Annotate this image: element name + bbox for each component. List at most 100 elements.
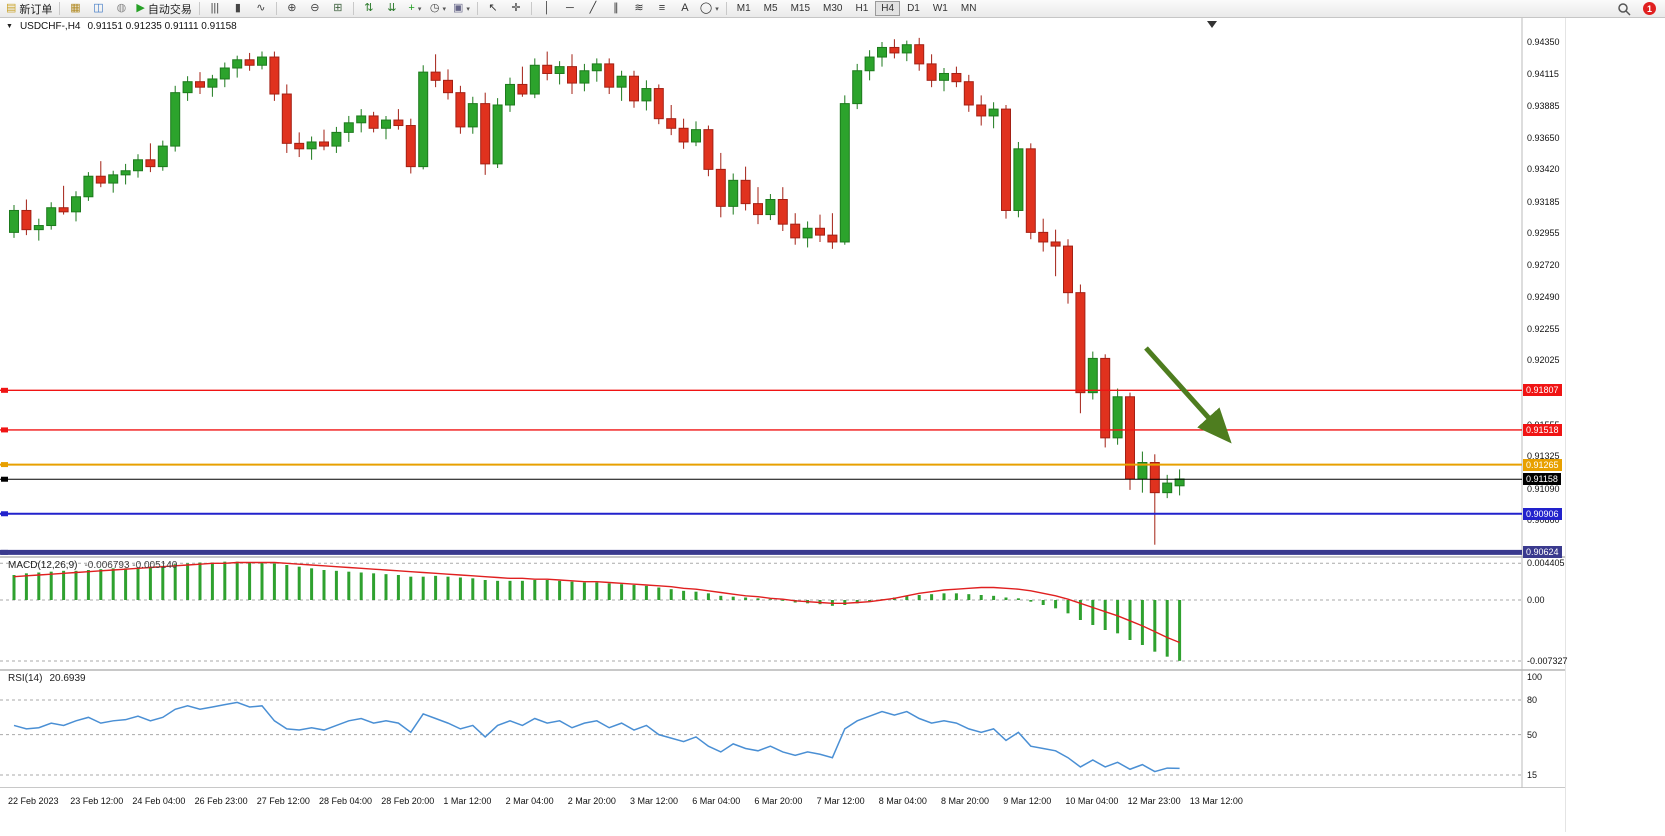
candle xyxy=(901,44,912,54)
price-axis-label: 0.92255 xyxy=(1527,323,1560,334)
shapes-button[interactable]: ◯ ▾ xyxy=(697,1,722,17)
price-axis-label: 0.90860 xyxy=(1527,515,1560,526)
support-line-blue-handle[interactable] xyxy=(1,511,8,517)
market-icon: ◍ xyxy=(116,2,127,14)
resistance-line-2-handle[interactable] xyxy=(1,427,8,433)
chart-shift-marker[interactable] xyxy=(1207,21,1217,28)
symbol-dropdown-icon[interactable]: ▼ xyxy=(6,23,13,30)
add-indicator-button[interactable]: + ▾ xyxy=(404,1,426,17)
rsi-axis-label: 100 xyxy=(1527,672,1543,682)
tile-windows-button[interactable]: ⊞ xyxy=(327,1,349,17)
candle xyxy=(777,199,788,225)
support-line-gold-handle[interactable] xyxy=(1,462,8,468)
template-button[interactable]: ▣ ▾ xyxy=(450,1,473,17)
horizontal-line-button[interactable]: ─ xyxy=(559,1,581,17)
zoom-out-button[interactable]: ⊖ xyxy=(304,1,326,17)
period-button[interactable]: ◷ ▾ xyxy=(427,1,449,17)
time-axis-label: 3 Mar 12:00 xyxy=(630,796,679,806)
support-line-navy-price-tag[interactable]: 0.90624 xyxy=(1523,546,1562,559)
time-axis-label: 7 Mar 12:00 xyxy=(816,796,865,806)
auto-trading-button[interactable]: ▶ 自动交易 xyxy=(133,1,194,17)
horizontal-line-icon: ─ xyxy=(566,2,574,14)
levels-button[interactable]: ≡ xyxy=(651,1,673,17)
line-type-button[interactable]: ∿ xyxy=(250,1,272,17)
support-line-blue-price-tag[interactable]: 0.90906 xyxy=(1523,507,1562,520)
time-axis-label: 1 Mar 12:00 xyxy=(443,796,492,806)
resistance-line-2-price-tag[interactable]: 0.91518 xyxy=(1523,423,1562,436)
support-line-navy-handle[interactable] xyxy=(1,549,8,555)
timeframe-button-d1[interactable]: D1 xyxy=(907,3,920,14)
candle xyxy=(108,174,119,184)
timeframe-button-w1[interactable]: W1 xyxy=(932,3,948,14)
rsi-axis-label: 50 xyxy=(1527,729,1538,740)
timeframe-button-h1[interactable]: H1 xyxy=(855,3,869,14)
time-axis-label: 28 Feb 20:00 xyxy=(381,796,435,806)
candle xyxy=(1025,148,1036,233)
candle xyxy=(914,44,925,65)
resistance-line-1-handle[interactable] xyxy=(1,387,8,393)
text-button[interactable]: A xyxy=(674,1,696,17)
time-axis-label: 8 Mar 20:00 xyxy=(941,796,990,806)
timeframe-button-h4[interactable]: H4 xyxy=(875,1,901,16)
price-axis-label: 0.91325 xyxy=(1527,451,1560,462)
support-line-gold-price-tag[interactable]: 0.91265 xyxy=(1523,458,1562,471)
candle xyxy=(195,81,205,88)
candle xyxy=(356,115,367,124)
timeframe-button-mn[interactable]: MN xyxy=(960,3,977,14)
candle xyxy=(1112,396,1123,439)
vertical-line-button[interactable]: │ xyxy=(536,1,558,17)
notification-badge[interactable]: 1 xyxy=(1643,2,1656,15)
fibonacci-icon: ≋ xyxy=(634,2,644,14)
current-price-line-price-tag[interactable]: 0.91158 xyxy=(1523,473,1561,486)
macd-axis-label: -0.007327 xyxy=(1527,656,1568,667)
vertical-line-icon: │ xyxy=(543,2,551,14)
search-icon[interactable] xyxy=(1617,2,1631,16)
price-axis-label: 0.92490 xyxy=(1527,291,1560,302)
shapes-icon: ◯ xyxy=(699,2,713,14)
rsi-current-value: 20.6939 xyxy=(49,673,86,684)
arrange-up-button[interactable]: ⇅ xyxy=(358,1,380,17)
candles-type-button[interactable]: ▮ xyxy=(227,1,249,17)
cursor-button[interactable]: ↖ xyxy=(482,1,504,17)
candle xyxy=(170,92,181,147)
channel-icon: ∥ xyxy=(613,2,619,14)
toolbar: ▤ 新订单 ▦ ◫ ◍ ▶ 自动交易 ||| ▮ ∿ ⊕ ⊖ ⊞ ⇅ ⇊ + ▾ ◷ ▾ ▣ ▾ ↖ ✛ │ ─ ╱ ∥ ≋ ≡ A ◯ ▾ … xyxy=(0,0,1665,18)
candle xyxy=(281,93,292,144)
candle xyxy=(653,88,664,120)
channel-button[interactable]: ∥ xyxy=(605,1,627,17)
candle xyxy=(244,59,255,66)
rsi-panel-title: RSI(14) 20.6939 xyxy=(8,673,86,684)
time-axis[interactable]: 22 Feb 2023 23 Feb 12:00 24 Feb 04:00 26 Fe… xyxy=(0,789,1565,817)
timeframe-button-m1[interactable]: M1 xyxy=(736,3,751,14)
charts-button[interactable]: ▦ xyxy=(64,1,86,17)
toolbar-button-group: ▤ 新订单 ▦ ◫ ◍ ▶ 自动交易 ||| ▮ ∿ ⊕ ⊖ ⊞ ⇅ ⇊ + ▾ ◷ ▾ ▣ ▾ ↖ ✛ │ ─ ╱ ∥ ≋ ≡ A ◯ ▾ xyxy=(3,1,730,17)
candle xyxy=(1174,478,1185,487)
market-button[interactable]: ◍ xyxy=(110,1,132,17)
chart-ohlc-header: ▼ USDCHF-,H4 0.91151 0.91235 0.91111 0.9… xyxy=(6,21,237,32)
bars-type-button[interactable]: ||| xyxy=(204,1,226,17)
timeframe-button-m15[interactable]: M15 xyxy=(790,3,811,14)
profiles-button[interactable]: ◫ xyxy=(87,1,109,17)
trendline-button[interactable]: ╱ xyxy=(582,1,604,17)
resistance-line-1-price-tag[interactable]: 0.91807 xyxy=(1523,384,1562,397)
down-arrow-annotation[interactable] xyxy=(1144,346,1232,444)
candle xyxy=(46,207,57,227)
fibonacci-button[interactable]: ≋ xyxy=(628,1,650,17)
price-chart[interactable] xyxy=(0,18,1565,788)
candle xyxy=(765,199,776,216)
chart-symbol-label: USDCHF-,H4 xyxy=(19,21,81,32)
timeframe-button-group: M1 M5 M15 M30 H1 H4 D1 W1 MN xyxy=(731,1,983,16)
crosshair-button[interactable]: ✛ xyxy=(505,1,527,17)
candle xyxy=(839,103,850,243)
candle xyxy=(368,115,379,129)
zoom-in-button[interactable]: ⊕ xyxy=(281,1,303,17)
arrange-down-button[interactable]: ⇊ xyxy=(381,1,403,17)
price-axis-label: 0.94350 xyxy=(1527,36,1560,47)
timeframe-button-m5[interactable]: M5 xyxy=(763,3,778,14)
price-axis-label: 0.92025 xyxy=(1527,355,1560,366)
toolbar-separator xyxy=(275,2,277,15)
candle xyxy=(83,175,94,198)
current-price-line-handle[interactable] xyxy=(1,476,8,482)
timeframe-button-m30[interactable]: M30 xyxy=(823,3,843,14)
new-order-button[interactable]: ▤ 新订单 xyxy=(3,1,55,17)
